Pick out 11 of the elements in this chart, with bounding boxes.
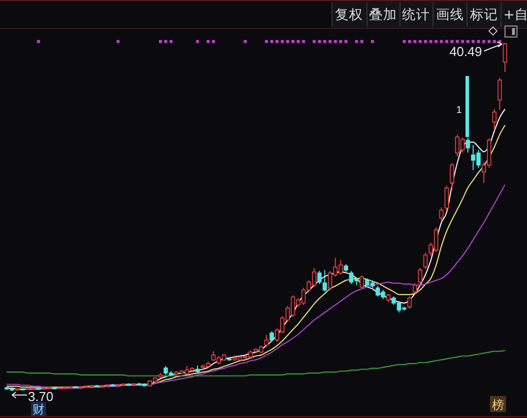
text: 统计 (402, 7, 430, 23)
text: 财 (32, 402, 44, 416)
text: 画线 (436, 7, 464, 23)
text: 榜 (492, 398, 504, 412)
text: 复权 (335, 7, 363, 23)
text: 标记 (469, 7, 498, 23)
annotation: 1 (456, 105, 462, 116)
annotation: 40.49 (449, 44, 482, 59)
text: 叠加 (369, 7, 397, 23)
text: +自 (503, 7, 527, 23)
annotation: 3.70 (28, 389, 54, 404)
